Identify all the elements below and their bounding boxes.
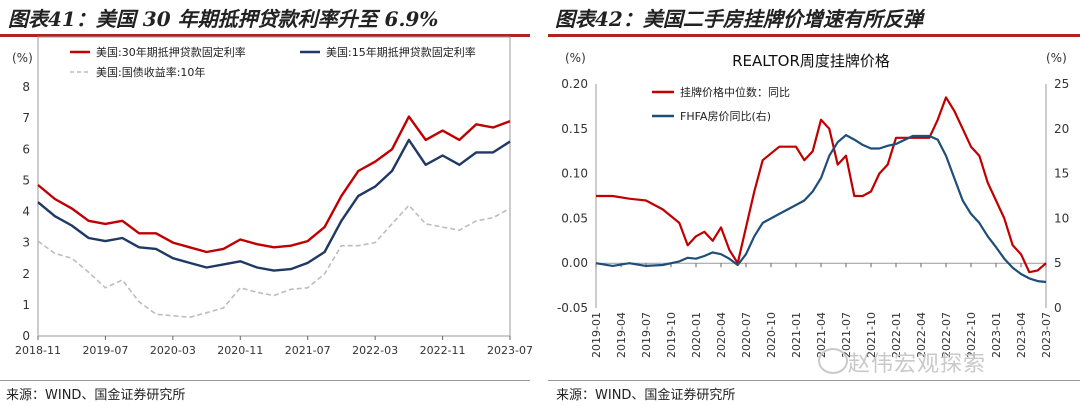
right-y-left-tick-label: 0.20 bbox=[561, 77, 588, 91]
left-series-line-0 bbox=[37, 115, 511, 254]
left-y-tick-label: 4 bbox=[22, 205, 30, 219]
right-x-tick-label: 2022-10 bbox=[965, 312, 978, 358]
right-y-right-tick-label: 20 bbox=[1054, 122, 1069, 136]
right-legend-label: FHFA房价同比(右) bbox=[680, 109, 771, 123]
left-y-tick-label: 8 bbox=[22, 80, 30, 94]
left-x-tick-label: 2023-07 bbox=[487, 344, 533, 357]
left-legend-label: 美国:15年期抵押贷款固定利率 bbox=[326, 45, 476, 59]
right-y-right-tick-label: 25 bbox=[1054, 77, 1069, 91]
left-chart-title: 图表41：美国 30 年期抵押贷款利率升至 6.9% bbox=[8, 7, 439, 31]
right-x-tick-label: 2020-01 bbox=[690, 312, 703, 358]
left-y-tick-label: 1 bbox=[22, 298, 30, 312]
left-x-tick-label: 2020-11 bbox=[217, 344, 263, 357]
right-x-tick-label: 2020-04 bbox=[715, 312, 728, 358]
right-series-line-1 bbox=[595, 134, 1047, 284]
right-x-tick-label: 2021-04 bbox=[815, 312, 828, 358]
right-title-rule bbox=[548, 34, 1080, 37]
left-x-tick-label: 2020-03 bbox=[150, 344, 196, 357]
right-x-tick-label: 2023-04 bbox=[1015, 312, 1028, 358]
right-x-tick-label: 2021-07 bbox=[840, 312, 853, 358]
right-x-tick-label: 2020-10 bbox=[765, 312, 778, 358]
right-x-tick-label: 2023-07 bbox=[1040, 312, 1053, 358]
right-series-line-0 bbox=[596, 96, 1047, 274]
right-y-left-tick-label: 0.15 bbox=[561, 122, 588, 136]
left-legend-label: 美国:30年期抵押贷款固定利率 bbox=[96, 45, 246, 59]
left-bottom-rule bbox=[0, 380, 530, 381]
left-y-tick-label: 7 bbox=[22, 111, 30, 125]
left-series-line-2 bbox=[37, 204, 511, 319]
left-x-tick-label: 2019-07 bbox=[82, 344, 128, 357]
right-x-tick-label: 2022-07 bbox=[940, 312, 953, 358]
left-x-tick-label: 2018-11 bbox=[15, 344, 61, 357]
left-source-note: 来源：WIND、国金证券研究所 bbox=[6, 388, 186, 403]
right-x-tick-label: 2022-01 bbox=[890, 312, 903, 358]
left-y-tick-label: 6 bbox=[22, 142, 30, 156]
left-y-tick-label: 0 bbox=[22, 329, 30, 343]
right-x-tick-label: 2019-04 bbox=[615, 312, 628, 358]
left-series-line-1 bbox=[37, 138, 511, 272]
watermark-text: 赵伟宏观探索 bbox=[848, 352, 987, 377]
left-x-tick-label: 2021-07 bbox=[285, 344, 331, 357]
right-bottom-rule bbox=[548, 380, 1080, 381]
left-x-tick-label: 2022-03 bbox=[352, 344, 398, 357]
left-y-tick-label: 5 bbox=[22, 173, 30, 187]
left-y-tick-label: 2 bbox=[22, 267, 30, 281]
left-x-tick-label: 2022-11 bbox=[420, 344, 466, 357]
left-y-unit: (%) bbox=[12, 51, 33, 65]
right-x-tick-label: 2019-10 bbox=[665, 312, 678, 358]
right-y-left-tick-label: 0.05 bbox=[561, 211, 588, 225]
right-x-tick-label: 2021-01 bbox=[790, 312, 803, 358]
right-x-tick-label: 2021-10 bbox=[865, 312, 878, 358]
left-plot-frame bbox=[37, 36, 511, 337]
wechat-logo-icon bbox=[818, 348, 848, 374]
left-legend-label: 美国:国债收益率:10年 bbox=[96, 65, 205, 79]
right-x-tick-label: 2019-07 bbox=[640, 312, 653, 358]
left-title-rule bbox=[0, 34, 530, 37]
right-y-left-tick-label: 0.00 bbox=[561, 256, 588, 270]
right-y-right-tick-label: 0 bbox=[1054, 301, 1062, 315]
right-plot-title: REALTOR周度挂牌价格 bbox=[732, 52, 890, 70]
right-y-left-tick-label: 0.10 bbox=[561, 167, 588, 181]
left-y-tick-label: 3 bbox=[22, 236, 30, 250]
right-x-tick-label: 2020-07 bbox=[740, 312, 753, 358]
right-x-tick-label: 2019-01 bbox=[590, 312, 603, 358]
right-y-right-unit: (%) bbox=[1046, 51, 1067, 65]
right-y-left-tick-label: -0.05 bbox=[557, 301, 588, 315]
right-legend-label: 挂牌价格中位数：同比 bbox=[680, 85, 790, 99]
right-y-right-tick-label: 10 bbox=[1054, 211, 1069, 225]
right-x-tick-label: 2023-01 bbox=[990, 312, 1003, 358]
right-x-tick-label: 2022-04 bbox=[915, 312, 928, 358]
right-y-right-tick-label: 5 bbox=[1054, 256, 1062, 270]
right-chart-title: 图表42：美国二手房挂牌价增速有所反弹 bbox=[555, 7, 923, 31]
right-y-left-unit: (%) bbox=[565, 51, 586, 65]
right-y-right-tick-label: 15 bbox=[1054, 167, 1069, 181]
right-source-note: 来源：WIND、国金证券研究所 bbox=[556, 388, 736, 403]
